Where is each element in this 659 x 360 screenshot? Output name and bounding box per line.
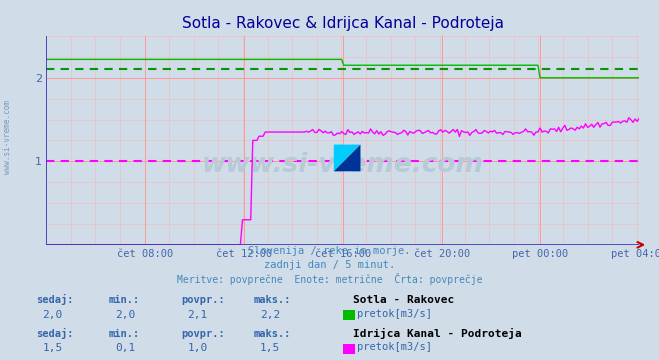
Text: 1,5: 1,5 — [43, 343, 63, 353]
Text: zadnji dan / 5 minut.: zadnji dan / 5 minut. — [264, 260, 395, 270]
Text: 2,2: 2,2 — [260, 310, 280, 320]
Text: 1,5: 1,5 — [260, 343, 280, 353]
Text: 2,0: 2,0 — [43, 310, 63, 320]
Text: Meritve: povprečne  Enote: metrične  Črta: povprečje: Meritve: povprečne Enote: metrične Črta:… — [177, 273, 482, 285]
Text: povpr.:: povpr.: — [181, 329, 225, 339]
Text: Idrijca Kanal - Podroteja: Idrijca Kanal - Podroteja — [353, 328, 521, 339]
Text: Sotla - Rakovec: Sotla - Rakovec — [353, 295, 454, 305]
Title: Sotla - Rakovec & Idrijca Kanal - Podroteja: Sotla - Rakovec & Idrijca Kanal - Podrot… — [182, 16, 503, 31]
Text: pretok[m3/s]: pretok[m3/s] — [357, 342, 432, 352]
Polygon shape — [334, 145, 360, 171]
Text: 0,1: 0,1 — [115, 343, 135, 353]
Text: 2,1: 2,1 — [188, 310, 208, 320]
Text: povpr.:: povpr.: — [181, 295, 225, 305]
Text: sedaj:: sedaj: — [36, 294, 74, 305]
Text: www.si-vreme.com: www.si-vreme.com — [202, 152, 484, 179]
Text: 2,0: 2,0 — [115, 310, 135, 320]
Text: Slovenija / reke in morje.: Slovenija / reke in morje. — [248, 246, 411, 256]
Text: maks.:: maks.: — [254, 295, 291, 305]
Text: min.:: min.: — [109, 295, 140, 305]
Text: sedaj:: sedaj: — [36, 328, 74, 339]
Text: maks.:: maks.: — [254, 329, 291, 339]
FancyBboxPatch shape — [334, 145, 360, 171]
Text: min.:: min.: — [109, 329, 140, 339]
Text: www.si-vreme.com: www.si-vreme.com — [3, 100, 13, 174]
Polygon shape — [334, 145, 360, 171]
Text: 1,0: 1,0 — [188, 343, 208, 353]
Text: pretok[m3/s]: pretok[m3/s] — [357, 309, 432, 319]
